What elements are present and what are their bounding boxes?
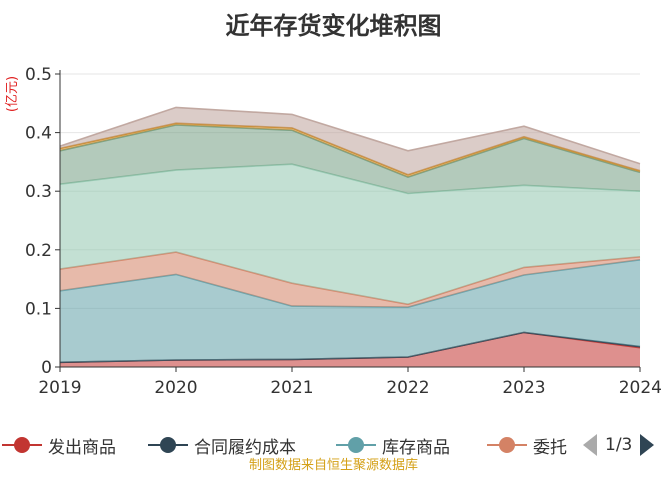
area-series-7 — [60, 107, 640, 175]
legend-item[interactable]: 合同履约成本 — [148, 430, 296, 460]
y-tick-label: 0 — [41, 358, 52, 378]
x-tick-label: 2019 — [38, 378, 81, 398]
legend-marker-icon — [2, 437, 42, 453]
area-series-2 — [60, 259, 640, 363]
legend-item[interactable]: 委托 — [487, 430, 567, 460]
y-tick-label: 0.1 — [25, 299, 52, 319]
x-tick-label: 2023 — [502, 378, 545, 398]
legend-page-indicator: 1/3 — [605, 435, 633, 455]
legend-next-page-button[interactable] — [640, 434, 655, 456]
area-series-3 — [60, 252, 640, 308]
x-tick-label: 2022 — [386, 378, 429, 398]
x-tick-label: 2021 — [270, 378, 313, 398]
area-series-4 — [60, 164, 640, 305]
legend-item-label: 委托 — [533, 437, 567, 458]
legend-item[interactable]: 库存商品 — [336, 430, 450, 460]
y-tick-label: 0.3 — [25, 182, 52, 202]
legend-marker-icon — [487, 437, 527, 453]
x-tick-label: 2020 — [154, 378, 197, 398]
y-tick-label: 0.2 — [25, 241, 52, 261]
y-axis-label: (亿元) — [5, 76, 20, 112]
area-series-5 — [60, 125, 640, 194]
chart-legend: 发出商品 合同履约成本 库存商品 委托 — [0, 430, 667, 460]
legend-item-label: 发出商品 — [48, 437, 116, 458]
x-tick-label: 2024 — [619, 378, 662, 398]
legend-item-label: 合同履约成本 — [194, 437, 296, 458]
chart-title: 近年存货变化堆积图 — [225, 12, 442, 40]
line-series-1 — [59, 331, 641, 364]
chart-plot: 0 0.1 0.2 0.3 0.4 0.5 (亿元) 2019 2020 2021 2022 2023… — [5, 65, 662, 398]
legend-pager: 1/3 — [583, 431, 655, 459]
y-tick-label: 0.4 — [25, 124, 52, 144]
legend-item[interactable]: 发出商品 — [2, 430, 116, 460]
line-series-6 — [59, 122, 641, 176]
legend-marker-icon — [336, 437, 376, 453]
legend-item-label: 库存商品 — [382, 437, 450, 458]
legend-prev-page-button[interactable] — [583, 434, 597, 456]
y-tick-label: 0.5 — [25, 65, 52, 85]
area-series-0 — [60, 332, 640, 367]
data-source-note: 制图数据来自恒生聚源数据库 — [248, 458, 418, 473]
line-series-7 — [59, 106, 641, 165]
legend-marker-icon — [148, 437, 188, 453]
